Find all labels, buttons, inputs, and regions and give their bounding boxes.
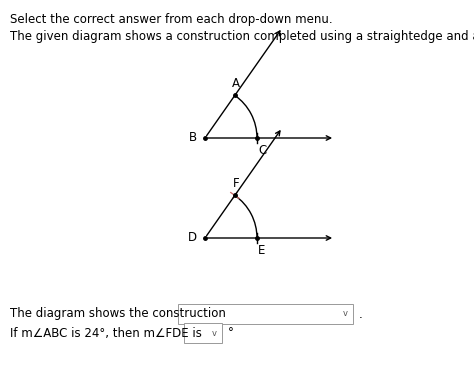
Text: C: C (258, 144, 266, 157)
Text: .: . (359, 307, 363, 321)
Text: D: D (188, 231, 197, 243)
Text: Select the correct answer from each drop-down menu.: Select the correct answer from each drop… (10, 13, 333, 26)
Text: E: E (258, 244, 265, 257)
Text: The given diagram shows a construction completed using a straightedge and a comp: The given diagram shows a construction c… (10, 30, 474, 43)
FancyBboxPatch shape (178, 304, 353, 324)
Text: The diagram shows the construction: The diagram shows the construction (10, 307, 226, 321)
FancyBboxPatch shape (184, 323, 222, 343)
Text: °: ° (228, 326, 234, 340)
Text: B: B (189, 131, 197, 143)
Text: v: v (343, 310, 347, 318)
Text: F: F (233, 178, 239, 190)
Text: A: A (232, 77, 240, 90)
Text: v: v (211, 329, 217, 337)
Text: If m∠ABC is 24°, then m∠FDE is: If m∠ABC is 24°, then m∠FDE is (10, 326, 202, 340)
